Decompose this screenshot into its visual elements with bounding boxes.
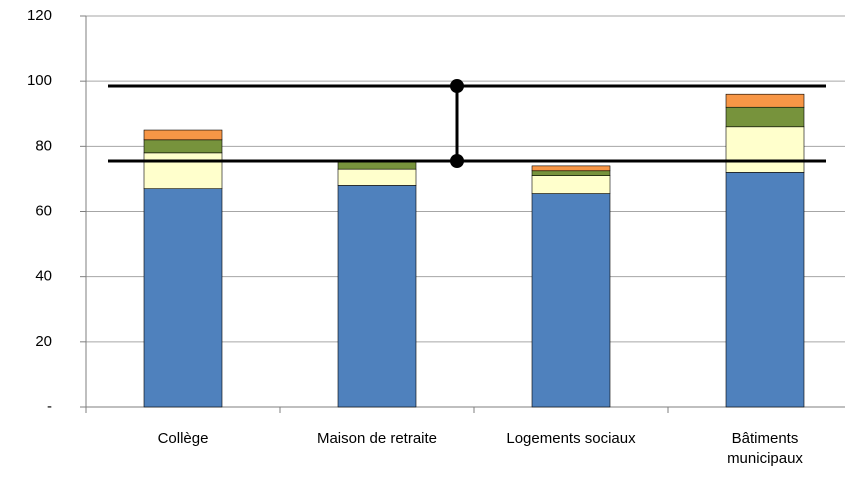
bar-segment [725,172,805,408]
x-tick-label: Bâtiments municipaux [727,430,803,467]
bar-segment [725,93,805,108]
bar-segment [531,193,611,408]
bar-segment [143,129,223,141]
y-tick-label: 120 [27,7,52,24]
bar-segment [725,106,805,128]
x-tick-label: Maison de retraite [316,430,438,447]
x-tick-label: Logements sociaux [506,430,636,447]
bar-segment [531,170,611,176]
y-tick-label: 100 [27,72,52,89]
y-tick-label: 80 [35,137,52,154]
x-tick-label: Collège [157,430,209,447]
y-tick-label: 40 [35,268,52,285]
bar-segment [143,188,223,408]
bar-segment [337,168,417,186]
bar-segment [531,175,611,194]
bar-segment [531,165,611,172]
y-tick-label: 20 [35,333,52,350]
y-tick-label: 60 [35,202,52,219]
bar-segment [337,185,417,408]
y-tick-label: - [47,398,52,415]
bar-segment [143,152,223,189]
bar-segment [725,126,805,173]
bar-segment [143,139,223,154]
range-dot [450,79,464,94]
range-dot [450,153,464,168]
